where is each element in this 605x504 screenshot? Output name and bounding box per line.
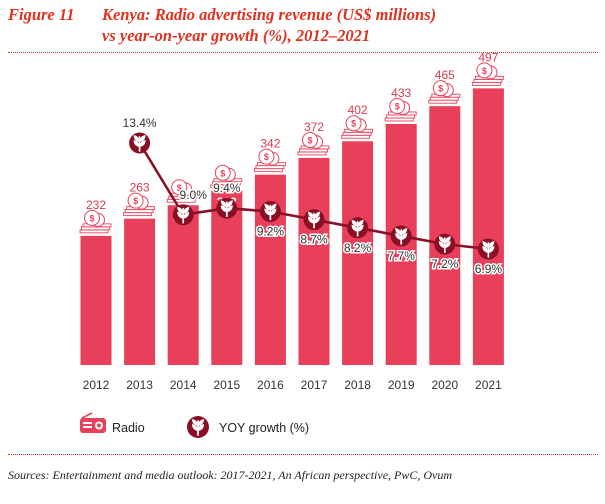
legend: Radio YOY growth (%) bbox=[80, 412, 309, 438]
bar-2018 bbox=[342, 141, 374, 365]
growth-value-2016: 9.2% bbox=[257, 224, 285, 238]
growth-value-2018: 8.2% bbox=[344, 241, 372, 255]
svg-text:$: $ bbox=[220, 168, 225, 178]
x-tick-2017: 2017 bbox=[301, 378, 328, 392]
x-axis: 2012 2013 2014 2015 2016 2017 2018 2019 2020 2021 bbox=[83, 378, 502, 392]
coin-stack-icon: $ bbox=[166, 179, 199, 203]
bar-value-2017: 372 bbox=[304, 120, 324, 134]
bar-value-2013: 263 bbox=[130, 181, 150, 195]
coin-stack-icon: $ bbox=[471, 62, 504, 86]
x-tick-2019: 2019 bbox=[388, 378, 415, 392]
bar-value-2020: 465 bbox=[435, 68, 455, 82]
growth-labels-layer: 13.4% 9.0% 9.4% 9.2% 8.7% 8.2% 7.7% 7.2% 6.9% bbox=[121, 115, 504, 278]
svg-text:$: $ bbox=[307, 135, 312, 145]
sprout-icon bbox=[434, 233, 456, 255]
legend-label-radio: Radio bbox=[112, 421, 145, 435]
x-tick-2020: 2020 bbox=[431, 378, 458, 392]
source-note: Sources: Entertainment and media outlook… bbox=[8, 468, 453, 482]
radio-icon bbox=[80, 412, 106, 433]
bar-2014 bbox=[167, 205, 199, 365]
coin-stack-icon: $ bbox=[79, 209, 112, 234]
bottom-divider bbox=[8, 454, 598, 455]
growth-line-layer bbox=[129, 132, 499, 260]
bar-2017 bbox=[298, 157, 330, 365]
bar-2015 bbox=[211, 190, 243, 365]
figure-title: Kenya: Radio advertising revenue (US$ mi… bbox=[102, 4, 582, 46]
bar-value-2018: 402 bbox=[348, 103, 368, 117]
bar-value-2021: 497 bbox=[478, 50, 498, 64]
legend-label-yoy: YOY growth (%) bbox=[219, 421, 309, 435]
figure-label: Figure 11 bbox=[8, 5, 75, 24]
x-tick-2012: 2012 bbox=[83, 378, 110, 392]
svg-text:$: $ bbox=[395, 101, 400, 111]
svg-text:$: $ bbox=[177, 183, 182, 193]
coin-stack-icon: $ bbox=[341, 115, 374, 139]
x-tick-2013: 2013 bbox=[126, 378, 153, 392]
svg-text:$: $ bbox=[89, 213, 94, 223]
growth-value-2019: 7.7% bbox=[388, 249, 416, 263]
growth-value-2017: 8.7% bbox=[300, 233, 328, 247]
sprout-icon bbox=[259, 200, 281, 222]
coin-stack-icon: $ bbox=[123, 192, 156, 217]
svg-text:$: $ bbox=[351, 119, 356, 129]
coin-stack-icon: $ bbox=[297, 131, 330, 156]
growth-value-2014: 9.0% bbox=[180, 188, 208, 202]
growth-value-2013: 13.4% bbox=[123, 116, 157, 130]
svg-text:$: $ bbox=[264, 152, 269, 162]
bar-2013 bbox=[124, 218, 156, 365]
x-tick-2021: 2021 bbox=[475, 378, 502, 392]
sprout-icon bbox=[390, 225, 412, 247]
sprout-icon bbox=[347, 217, 369, 239]
coin-stack-icon: $ bbox=[253, 148, 286, 173]
x-tick-2015: 2015 bbox=[213, 378, 240, 392]
svg-text:$: $ bbox=[133, 196, 138, 206]
bars-layer bbox=[80, 88, 504, 365]
x-tick-2016: 2016 bbox=[257, 378, 284, 392]
sprout-icon bbox=[477, 238, 499, 260]
svg-text:$: $ bbox=[482, 66, 487, 76]
bar-2012 bbox=[80, 235, 112, 365]
chart: $232$263$287$313$342$372$402$433$465$497… bbox=[79, 50, 504, 438]
bar-value-2012: 232 bbox=[86, 198, 106, 212]
bar-labels-layer: $232$263$287$313$342$372$402$433$465$497 bbox=[79, 50, 504, 234]
title-line-1: Kenya: Radio advertising revenue (US$ mi… bbox=[102, 5, 437, 24]
x-tick-2014: 2014 bbox=[170, 378, 197, 392]
title-line-2: vs year-on-year growth (%), 2012–2021 bbox=[102, 26, 371, 45]
growth-value-2020: 7.2% bbox=[431, 257, 459, 271]
sprout-icon bbox=[172, 204, 194, 226]
sprout-icon bbox=[303, 209, 325, 231]
bar-value-2019: 433 bbox=[391, 86, 411, 100]
legend-item-yoy: YOY growth (%) bbox=[187, 416, 309, 438]
growth-value-2021: 6.9% bbox=[475, 262, 503, 276]
x-tick-2018: 2018 bbox=[344, 378, 371, 392]
top-divider bbox=[8, 52, 598, 53]
sprout-icon bbox=[129, 132, 151, 154]
bar-2021 bbox=[472, 88, 504, 365]
growth-value-2015: 9.4% bbox=[213, 181, 241, 195]
sprout-icon bbox=[216, 197, 238, 219]
coin-stack-icon: $ bbox=[428, 80, 461, 104]
sprout-icon bbox=[187, 416, 209, 438]
coin-stack-icon: $ bbox=[384, 97, 417, 122]
coin-stack-icon: $ bbox=[210, 164, 243, 189]
svg-text:$: $ bbox=[438, 84, 443, 94]
legend-item-radio: Radio bbox=[80, 412, 145, 435]
bar-value-2016: 342 bbox=[260, 137, 280, 151]
